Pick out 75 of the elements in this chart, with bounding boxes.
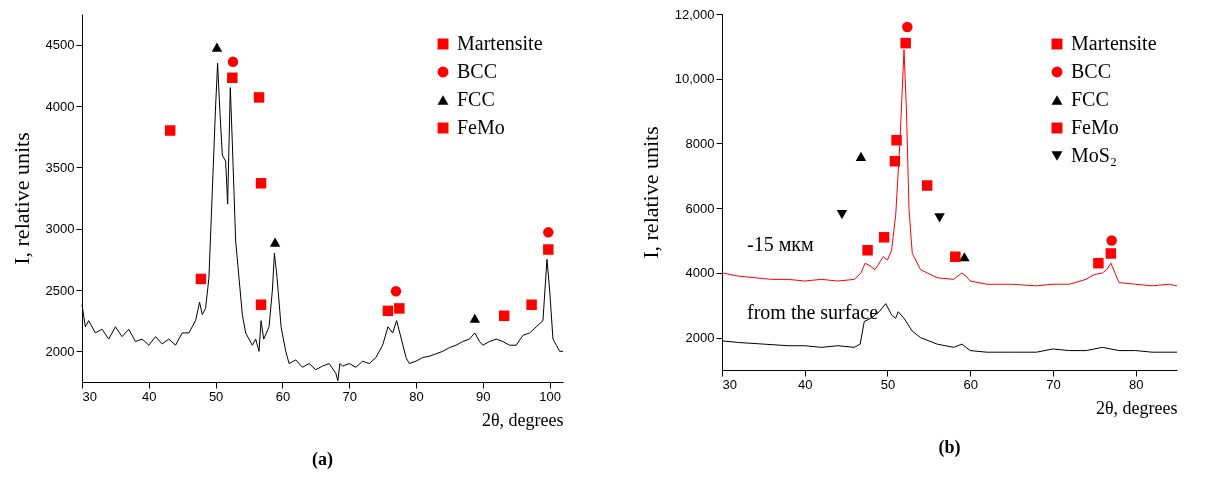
- legend-label: BCC: [1071, 60, 1112, 82]
- point: [195, 273, 207, 285]
- y-tick-label: 8000: [685, 135, 715, 151]
- point: [1093, 257, 1104, 269]
- y-tick-label: 2000: [685, 330, 715, 346]
- legend-label: FCC: [457, 88, 495, 110]
- point: [855, 151, 867, 161]
- legend-label: Martensite: [1071, 32, 1157, 54]
- series-label: -15 мкм: [747, 232, 815, 255]
- point: [255, 299, 267, 310]
- y-tick-label: 4500: [45, 37, 75, 53]
- y-tick-label: 10,000: [674, 71, 715, 87]
- y-tick-label: 2500: [45, 282, 75, 298]
- text: (a): [312, 449, 333, 470]
- point: [921, 180, 933, 191]
- series-label: from the surface: [747, 300, 879, 323]
- point: [934, 213, 945, 223]
- x-tick-label: 100: [539, 388, 561, 404]
- point: [164, 125, 176, 136]
- point: [900, 37, 911, 49]
- point: [543, 227, 554, 238]
- y-tick-label: 3000: [45, 221, 75, 237]
- x-tick-label: 40: [797, 376, 813, 392]
- y-axis-title: I, relative units: [8, 132, 34, 265]
- x-tick-label: 30: [722, 376, 737, 392]
- y-tick-label: 12,000: [674, 6, 715, 22]
- y-tick-label: 4000: [685, 265, 715, 281]
- point: [902, 21, 913, 33]
- x-tick-label: 70: [1046, 376, 1061, 392]
- y-tick-label: 6000: [685, 200, 715, 216]
- x-tick-label: 30: [82, 388, 97, 404]
- x-axis-title: 2θ, degrees: [1095, 397, 1178, 418]
- point: [390, 285, 402, 297]
- legend-label: Martensite: [457, 32, 543, 54]
- y-tick-label: 3500: [45, 159, 75, 175]
- point: [950, 251, 961, 262]
- point: [1105, 248, 1117, 259]
- y-axis-title: I, relative units: [637, 126, 663, 259]
- point: [1106, 235, 1117, 246]
- point: [227, 56, 239, 68]
- legend-label: MoS₂: [1071, 144, 1117, 166]
- x-tick-label: 80: [1128, 376, 1144, 392]
- point: [269, 237, 281, 247]
- x-tick-label: 90: [476, 388, 491, 404]
- y-tick-label: 4000: [45, 98, 75, 114]
- point: [469, 313, 481, 323]
- point: [543, 244, 554, 255]
- point: [227, 72, 238, 84]
- point: [211, 42, 223, 52]
- point: [959, 252, 970, 262]
- x-tick-label: 60: [963, 376, 978, 392]
- point: [526, 299, 537, 310]
- legend-label: FeMo: [457, 116, 505, 138]
- x-tick-label: 80: [409, 388, 424, 404]
- legend-label: FeMo: [1071, 116, 1119, 138]
- x-axis-title: 2θ, degrees: [481, 409, 564, 430]
- point: [891, 134, 902, 146]
- point: [836, 210, 848, 220]
- legend-label: FCC: [1071, 88, 1109, 110]
- point: [253, 92, 265, 103]
- legend-label: BCC: [457, 60, 498, 82]
- point: [878, 232, 890, 243]
- x-tick-label: 50: [880, 376, 896, 392]
- text: (b): [938, 437, 961, 458]
- point: [889, 156, 901, 167]
- point: [382, 305, 394, 317]
- point: [394, 303, 405, 314]
- x-tick-label: 50: [208, 388, 224, 404]
- x-tick-label: 70: [342, 388, 357, 404]
- point: [255, 178, 267, 189]
- y-tick-label: 2000: [45, 343, 75, 359]
- point: [498, 310, 510, 321]
- point: [862, 245, 873, 256]
- x-tick-label: 60: [275, 388, 291, 404]
- x-tick-label: 40: [142, 388, 157, 404]
